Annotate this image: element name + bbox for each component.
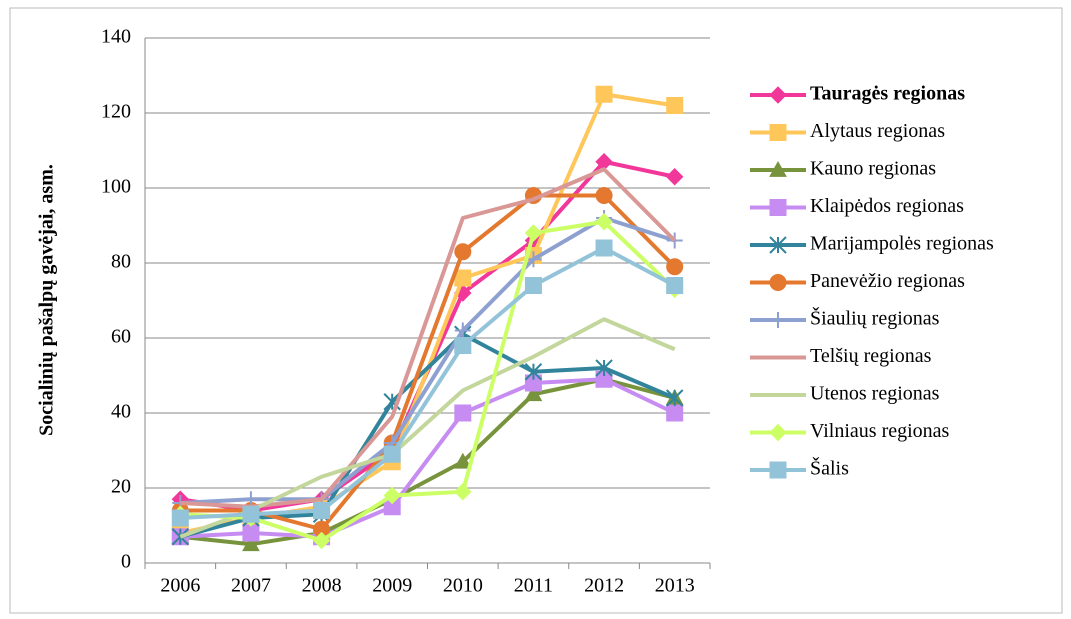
point xyxy=(666,258,684,276)
legend-label: Utenos regionas xyxy=(810,383,940,405)
x-tick-label: 2006 xyxy=(160,575,200,597)
y-tick-label: 140 xyxy=(101,26,131,48)
point xyxy=(312,531,331,550)
point xyxy=(313,502,331,519)
chart-frame xyxy=(9,7,1063,614)
y-tick-label: 80 xyxy=(111,251,131,273)
point xyxy=(595,85,613,103)
point xyxy=(383,486,401,505)
point xyxy=(595,213,613,231)
legend-label: Vilniaus regionas xyxy=(810,420,950,442)
y-tick-label: 60 xyxy=(111,326,131,348)
point xyxy=(665,168,684,186)
point xyxy=(524,277,542,294)
point xyxy=(242,524,260,542)
point xyxy=(242,491,259,508)
point xyxy=(524,385,543,402)
point xyxy=(666,277,684,294)
point xyxy=(665,389,684,407)
point xyxy=(454,337,472,354)
point xyxy=(595,239,613,257)
y-axis-label: Socialinių pašalpų gavėjai, asm. xyxy=(36,164,58,436)
legend-marker xyxy=(769,199,787,216)
point xyxy=(666,404,684,422)
legend-label: Šalis xyxy=(810,456,849,480)
series-line xyxy=(180,377,676,539)
point xyxy=(454,243,472,261)
y-tick-label: 100 xyxy=(101,176,131,198)
legend-label: Šiaulių regionas xyxy=(810,306,940,330)
x-tick-label: 2011 xyxy=(514,575,553,597)
series-line xyxy=(180,246,676,520)
legend-marker xyxy=(769,86,787,104)
x-tick-label: 2012 xyxy=(584,575,624,597)
legend-marker xyxy=(769,160,787,177)
point xyxy=(524,363,543,381)
legend-label: Alytaus regionas xyxy=(810,120,945,142)
point xyxy=(454,322,471,339)
point xyxy=(242,535,260,552)
series-line xyxy=(179,332,676,539)
legend-marker xyxy=(770,312,786,328)
point xyxy=(666,97,684,114)
series-line xyxy=(180,219,677,543)
legend-marker xyxy=(769,274,787,291)
legend-label: Telšių regionas xyxy=(810,345,932,367)
y-tick-label: 40 xyxy=(111,401,131,423)
y-tick-label: 0 xyxy=(121,551,131,573)
x-tick-label: 2013 xyxy=(655,575,695,597)
point xyxy=(242,505,260,523)
x-tick-label: 2007 xyxy=(231,575,271,597)
point xyxy=(453,452,472,469)
point xyxy=(454,483,472,501)
legend-label: Klaipėdos regionas xyxy=(810,195,964,217)
legend-marker xyxy=(769,124,787,141)
series-line xyxy=(179,317,676,539)
point xyxy=(524,224,543,242)
point xyxy=(595,187,613,204)
x-tick-label: 2008 xyxy=(302,575,342,597)
legend-marker xyxy=(769,236,787,254)
legend-label: Marijampolės regionas xyxy=(810,233,994,255)
legend-label: Tauragės regionas xyxy=(810,83,965,105)
point xyxy=(666,232,683,249)
y-tick-label: 20 xyxy=(111,476,131,498)
legend-marker xyxy=(769,461,787,479)
legend-label: Panevėžio regionas xyxy=(810,270,965,292)
x-tick-label: 2009 xyxy=(372,575,412,597)
point xyxy=(171,509,189,527)
x-tick-label: 2010 xyxy=(443,575,483,597)
point xyxy=(454,404,472,422)
point xyxy=(595,359,613,377)
y-tick-label: 120 xyxy=(101,101,131,123)
point xyxy=(383,445,401,463)
legend-marker xyxy=(769,423,787,442)
legend-label: Kauno regionas xyxy=(810,158,936,180)
